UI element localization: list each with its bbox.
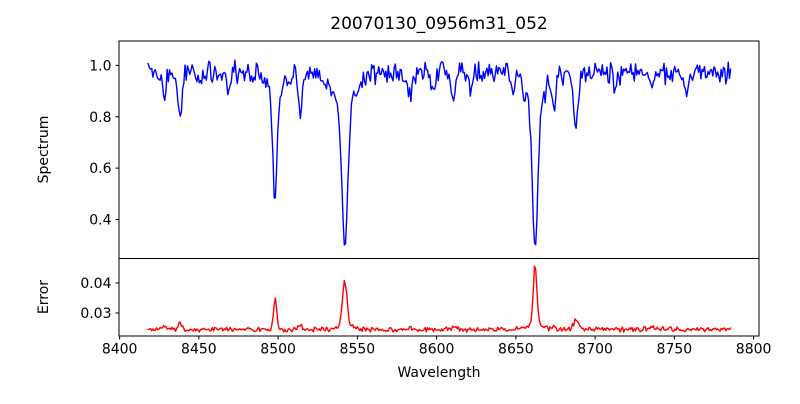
error-plot-area (118, 258, 760, 337)
error-x-tick-label: 8500 (260, 342, 296, 358)
x-axis-label: Wavelength (397, 365, 480, 381)
error-series-line (147, 265, 732, 333)
error-x-tick-label: 8700 (577, 342, 613, 358)
spectrum-series-line (147, 59, 732, 246)
axes-layer: 0.4 0.6 0.8 1.0 0.03 0.04 8400 8450 8500 8550 8600… (80, 40, 772, 358)
error-x-tick-label: 8800 (736, 342, 772, 358)
error-x-tick-label: 8400 (102, 342, 138, 358)
error-x-tick-label: 8600 (419, 342, 455, 358)
spectrum-y-tick-label: 0.8 (89, 110, 111, 126)
error-x-tick-label: 8450 (181, 342, 217, 358)
error-x-tick-label: 8750 (657, 342, 693, 358)
error-y-tick-label: 0.03 (80, 306, 111, 322)
spectrum-y-axis-label: Spectrum (36, 116, 52, 184)
error-x-tick-label: 8650 (498, 342, 534, 358)
error-y-tick-label: 0.04 (80, 276, 111, 292)
error-y-axis-label: Error (36, 280, 52, 314)
chart-title: 20070130_0956m31_052 (330, 14, 547, 34)
spectrum-y-tick-label: 0.6 (89, 161, 111, 177)
error-x-tick-label: 8550 (340, 342, 376, 358)
spectrum-y-tick-label: 1.0 (89, 58, 111, 74)
spectrum-y-tick-label: 0.4 (89, 212, 111, 228)
